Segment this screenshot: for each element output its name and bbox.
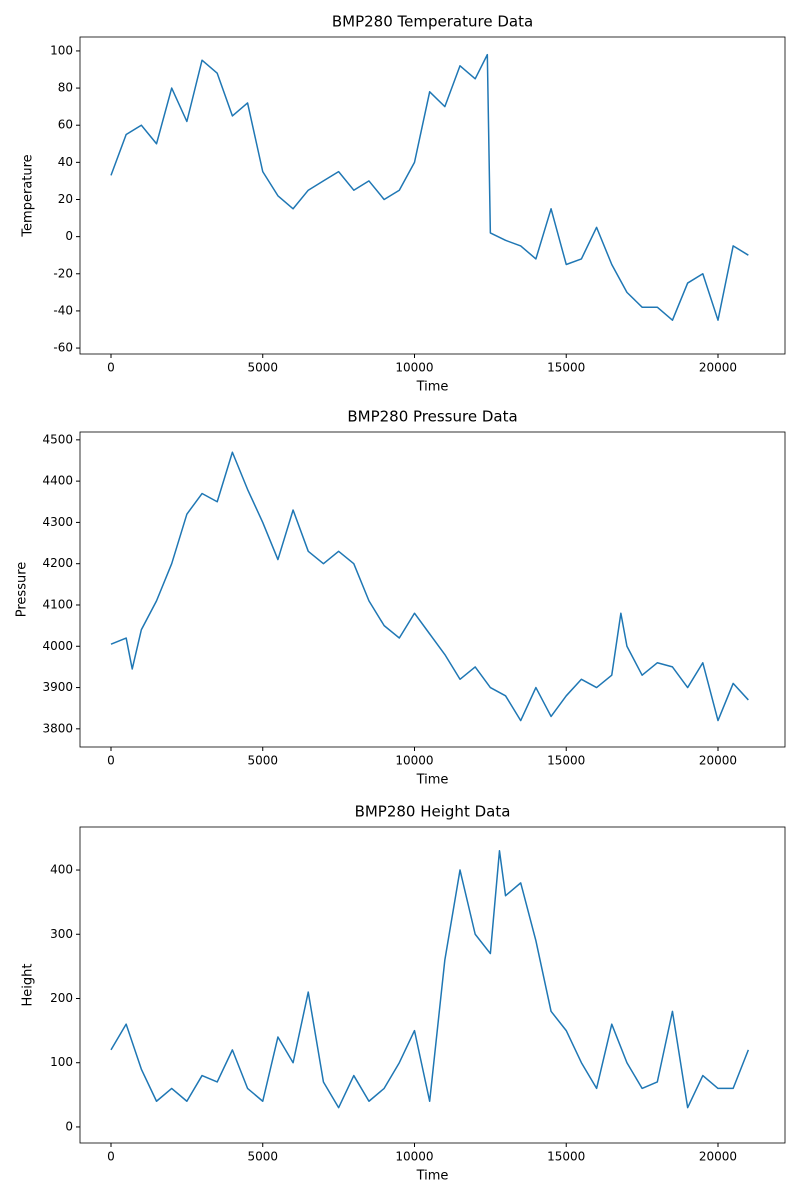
x-tick-label: 5000 [247,361,278,375]
x-tick-label: 20000 [699,361,737,375]
data-line [110,451,749,722]
y-tick-label: 40 [58,155,73,169]
y-tick-label: 20 [58,192,73,206]
x-tick-label: 10000 [395,754,433,768]
y-tick-label: 0 [65,229,73,243]
y-tick-label: 4100 [42,597,73,611]
x-tick-label: 0 [107,361,115,375]
x-axis-label: Time [416,380,449,395]
y-axis-label: Temperature [21,154,36,237]
plot-frame [79,826,786,1144]
y-tick-label: 4400 [42,474,73,488]
y-tick-label: 300 [50,927,73,941]
y-tick-label: 3800 [42,721,73,735]
plot-frame [79,36,786,355]
x-tick-label: 20000 [699,1150,737,1164]
y-tick-label: 200 [50,991,73,1005]
x-tick-label: 10000 [395,1150,433,1164]
data-line [110,53,749,321]
y-tick-label: 100 [50,1055,73,1069]
y-tick-label: -20 [53,266,73,280]
y-tick-label: 4500 [42,432,73,446]
x-tick-label: 10000 [395,361,433,375]
y-tick-label: 4200 [42,556,73,570]
plot-frame [79,431,786,748]
y-tick-label: 4300 [42,515,73,529]
x-tick-label: 20000 [699,754,737,768]
data-line [110,850,750,1109]
chart-title: BMP280 Height Data [355,803,511,821]
x-tick-label: 0 [107,1150,115,1164]
x-axis-label: Time [416,1169,449,1184]
x-axis-label: Time [416,773,449,788]
x-tick-label: 15000 [547,1150,585,1164]
chart-title: BMP280 Pressure Data [347,408,517,426]
y-axis-label: Height [21,964,36,1007]
y-tick-label: 3900 [42,680,73,694]
y-tick-label: 60 [58,118,73,132]
y-tick-label: -40 [53,303,73,317]
y-tick-label: 80 [58,81,73,95]
x-tick-label: 0 [107,754,115,768]
y-tick-label: 0 [65,1119,73,1133]
y-axis-label: Pressure [15,562,30,618]
x-tick-label: 15000 [547,754,585,768]
y-tick-label: 4000 [42,639,73,653]
y-tick-label: -60 [53,341,73,355]
x-tick-label: 5000 [247,1150,278,1164]
chart-title: BMP280 Temperature Data [332,13,533,31]
x-tick-label: 5000 [247,754,278,768]
y-tick-label: 400 [50,863,73,877]
x-tick-label: 15000 [547,361,585,375]
y-tick-label: 100 [50,43,73,57]
